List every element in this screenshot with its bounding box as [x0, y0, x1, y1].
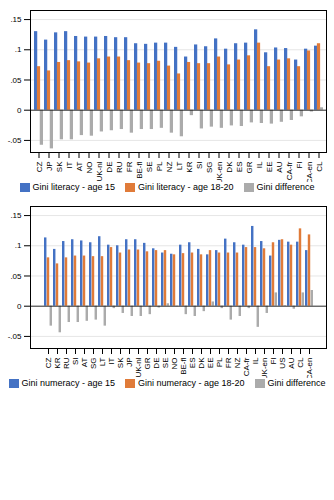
svg-text:UK-nl: UK-nl: [134, 357, 143, 377]
svg-text:AU: AU: [287, 357, 296, 368]
svg-text:CA-en: CA-en: [305, 162, 314, 183]
svg-text:DE: DE: [152, 358, 161, 369]
svg-text:EE: EE: [206, 358, 215, 369]
svg-text:DK: DK: [225, 161, 234, 173]
svg-text:PL: PL: [215, 357, 224, 367]
svg-text:EE: EE: [265, 162, 274, 173]
svg-text:US: US: [278, 358, 287, 369]
svg-text:CL: CL: [315, 161, 324, 172]
svg-text:CZ: CZ: [44, 357, 53, 368]
svg-text:PL: PL: [155, 161, 164, 171]
html-text:Gini numeracy - age 15: Gini numeracy - age 15: [21, 378, 115, 388]
html-text:Gini difference: Gini difference: [256, 182, 315, 192]
svg-text:RU: RU: [115, 161, 124, 173]
svg-text:SI: SI: [71, 358, 80, 366]
svg-text:IT: IT: [65, 161, 74, 168]
svg-text:AT: AT: [80, 357, 89, 367]
html-text:Gini difference: Gini difference: [267, 378, 326, 388]
svg-text:NO: NO: [170, 358, 179, 370]
svg-text:UK-en: UK-en: [215, 162, 224, 183]
svg-text:SI: SI: [195, 162, 204, 170]
svg-text:DE: DE: [105, 162, 114, 173]
svg-text:GR: GR: [143, 357, 152, 369]
svg-text:KR: KR: [185, 161, 194, 172]
svg-text:NO: NO: [85, 162, 94, 174]
svg-text:.1: .1: [15, 45, 22, 54]
html-text:Gini literacy - age 15: Gini literacy - age 15: [32, 182, 116, 192]
svg-text:RU: RU: [62, 357, 71, 369]
svg-text:SG: SG: [205, 162, 214, 174]
svg-text:-.05: -.05: [8, 332, 22, 341]
svg-text:NZ: NZ: [233, 357, 242, 368]
svg-text:CZ: CZ: [35, 161, 44, 172]
svg-text:LT: LT: [98, 357, 107, 366]
svg-text:BE-fl: BE-fl: [135, 161, 144, 179]
svg-text:JP: JP: [125, 358, 134, 367]
svg-text:BE-fl: BE-fl: [179, 357, 188, 375]
svg-text:.05: .05: [10, 272, 22, 281]
svg-text:ES: ES: [188, 358, 197, 369]
svg-text:SK: SK: [116, 357, 125, 368]
svg-text:SG: SG: [89, 358, 98, 370]
svg-text:SK: SK: [55, 161, 64, 172]
svg-text:0: 0: [17, 106, 22, 115]
svg-text:CA-en: CA-en: [305, 358, 314, 379]
svg-text:JP: JP: [45, 162, 54, 171]
svg-text:UK-nl: UK-nl: [95, 161, 104, 181]
svg-text:AU: AU: [275, 161, 284, 172]
svg-text:.05: .05: [10, 76, 22, 85]
svg-text:FR: FR: [125, 161, 134, 172]
svg-text:CL: CL: [296, 357, 305, 368]
svg-text:FI: FI: [295, 162, 304, 169]
svg-text:CA-fr: CA-fr: [285, 161, 294, 180]
svg-text:UK-en: UK-en: [260, 358, 269, 379]
svg-text:IT: IT: [107, 357, 116, 364]
svg-text:LT: LT: [175, 161, 184, 170]
svg-text:0: 0: [17, 302, 22, 311]
svg-text:GR: GR: [245, 161, 254, 173]
svg-text:FI: FI: [269, 358, 278, 365]
html-text:Gini literacy - age 18-20: Gini literacy - age 18-20: [138, 182, 234, 192]
svg-text:DK: DK: [197, 357, 206, 369]
svg-text:AT: AT: [75, 161, 84, 171]
svg-text:NZ: NZ: [165, 161, 174, 172]
html-text:Gini numeracy - age 18-20: Gini numeracy - age 18-20: [138, 378, 245, 388]
svg-text:ES: ES: [235, 162, 244, 173]
svg-text:.1: .1: [15, 241, 22, 250]
svg-text:-.05: -.05: [8, 136, 22, 145]
svg-text:IL: IL: [251, 357, 260, 364]
svg-text:FR: FR: [224, 357, 233, 368]
svg-text:SE: SE: [145, 162, 154, 173]
svg-text:.15: .15: [10, 211, 22, 220]
svg-text:KR: KR: [53, 357, 62, 368]
svg-text:IL: IL: [255, 161, 264, 168]
svg-text:CA-fr: CA-fr: [242, 357, 251, 376]
svg-text:.15: .15: [10, 15, 22, 24]
svg-text:SE: SE: [161, 358, 170, 369]
